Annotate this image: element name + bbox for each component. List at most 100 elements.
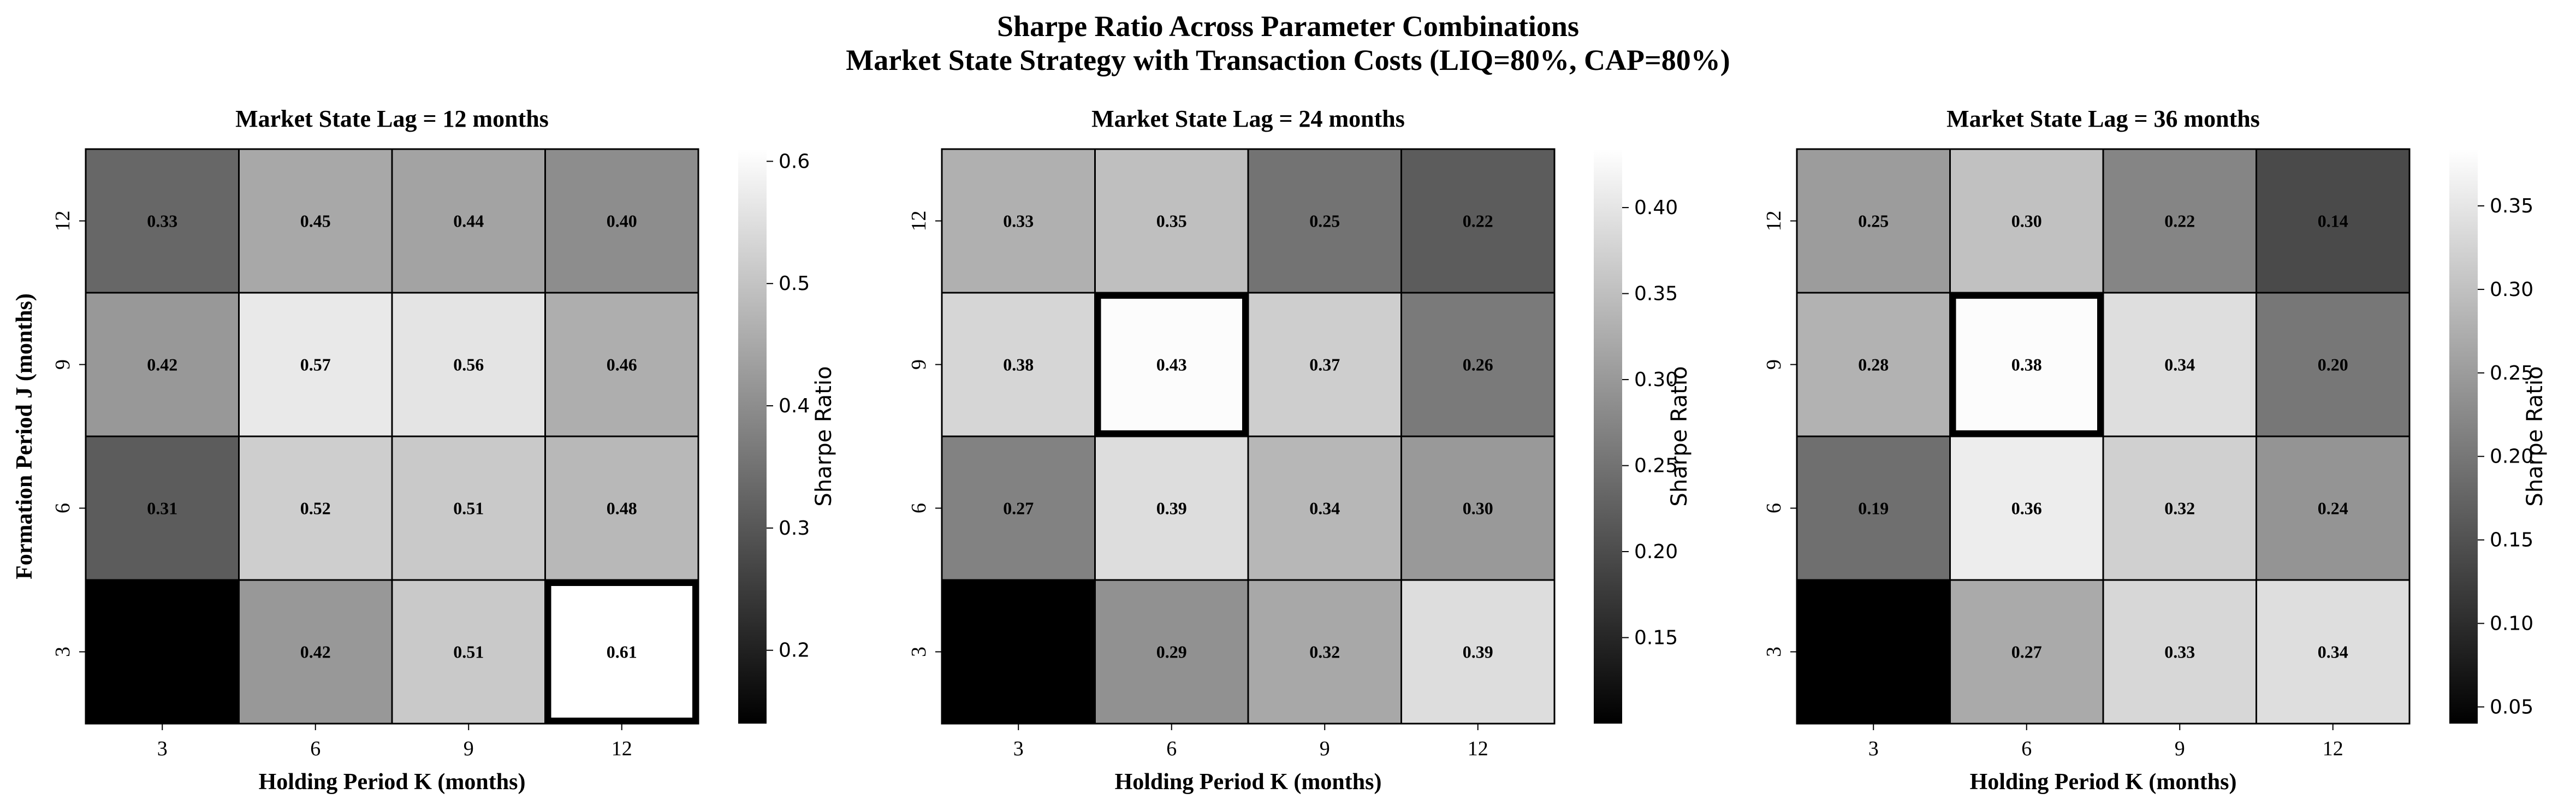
cell-value-label: 0.30 [1463, 499, 1493, 518]
panel-title: Market State Lag = 12 months [235, 105, 549, 132]
cell-value-label: 0.34 [2164, 355, 2195, 375]
cell-value-label: 0.14 [2318, 211, 2348, 231]
y-tick-label: 6 [907, 503, 930, 513]
x-axis-label: Holding Period K (months) [1970, 769, 2237, 795]
x-tick-label: 9 [1320, 737, 1330, 760]
panel-title: Market State Lag = 24 months [1091, 105, 1405, 132]
heatmap-cell [941, 435, 1096, 581]
colorbar-label: Sharpe Ratio [2522, 366, 2548, 506]
colorbar-tick-label: 0.25 [1634, 455, 1678, 477]
colorbar-tick-label: 0.35 [1634, 283, 1678, 305]
y-tick-label: 12 [51, 211, 74, 232]
colorbar-tick-label: 0.3 [779, 517, 810, 540]
cell-value-label: 0.33 [147, 211, 177, 231]
colorbar-label: Sharpe Ratio [1667, 366, 1692, 506]
x-tick-label: 12 [1468, 737, 1488, 760]
heatmap-cell [238, 579, 393, 725]
cell-value-label: 0.46 [607, 355, 637, 375]
x-tick-label: 12 [612, 737, 632, 760]
figure-title-line-1: Sharpe Ratio Across Parameter Combinatio… [997, 10, 1579, 43]
x-tick-label: 6 [310, 737, 320, 760]
heatmap-cell [85, 579, 240, 725]
cell-value-label: 0.32 [2164, 499, 2195, 518]
cell-value-label: 0.39 [1463, 642, 1493, 662]
cell-value-label: 0.35 [1156, 211, 1187, 231]
heatmap-cell [1247, 435, 1402, 581]
heatmap-cell [1400, 435, 1556, 581]
heatmap-cell [2256, 579, 2411, 725]
cell-value-label: 0.14 [147, 642, 177, 662]
x-tick-label: 3 [1013, 737, 1024, 760]
x-tick-label: 9 [464, 737, 474, 760]
heatmap-panel-2: Market State Lag = 24 months 0.33 0.35 0.25… [907, 105, 1692, 795]
heatmap-panel-3: Market State Lag = 36 months 0.25 0.30 0.22… [1762, 105, 2548, 795]
colorbar-tick-label: 0.30 [1634, 369, 1678, 391]
heatmap-cell [238, 148, 393, 294]
heatmap-cell [85, 148, 240, 294]
cell-value-label: 0.45 [300, 211, 331, 231]
colorbar-tick-label: 0.6 [779, 150, 810, 173]
cell-value-label: 0.10 [1003, 642, 1034, 662]
heatmap-cell [941, 579, 1096, 725]
heatmap-cell [1400, 292, 1556, 437]
cell-value-label: 0.30 [2011, 211, 2042, 231]
heatmap-cell [1400, 579, 1556, 725]
cell-value-label: 0.34 [1309, 499, 1340, 518]
y-tick-label: 9 [1762, 359, 1785, 370]
colorbar [1594, 149, 1622, 724]
colorbar-tick-label: 0.10 [2490, 613, 2533, 635]
heatmap-cell [391, 148, 546, 294]
colorbar-tick-label: 0.4 [779, 395, 810, 417]
x-axis-label: Holding Period K (months) [1115, 769, 1382, 795]
panel-title: Market State Lag = 36 months [1946, 105, 2260, 132]
cell-value-label: 0.29 [1156, 642, 1187, 662]
cell-value-label: 0.33 [1003, 211, 1034, 231]
cell-value-label: 0.25 [1309, 211, 1340, 231]
best-cell-highlight [1094, 292, 1249, 437]
figure-title-line-2: Market State Strategy with Transaction C… [846, 44, 1730, 76]
colorbar-tick-label: 0.20 [2490, 446, 2533, 468]
cell-value-label: 0.34 [2318, 642, 2348, 662]
heatmap-cell [1247, 292, 1402, 437]
heatmap-cell [2256, 292, 2411, 437]
heatmap-cell [238, 435, 393, 581]
cell-value-label: 0.37 [1309, 355, 1340, 375]
cell-value-label: 0.38 [2011, 355, 2042, 375]
heatmap-cell [85, 292, 240, 437]
cell-value-label: 0.38 [1003, 355, 1034, 375]
cell-value-label: 0.22 [1463, 211, 1493, 231]
cell-value-label: 0.43 [1156, 355, 1187, 375]
y-tick-label: 6 [1762, 503, 1785, 513]
heatmap-cell [1094, 148, 1249, 294]
colorbar-tick-label: 0.35 [2490, 195, 2533, 217]
heatmap-cell [941, 292, 1096, 437]
heatmap-cell [544, 435, 699, 581]
cell-value-label: 0.28 [1858, 355, 1889, 375]
cell-value-label: 0.51 [453, 499, 484, 518]
y-tick-label: 3 [1762, 647, 1785, 657]
y-tick-label: 3 [907, 647, 930, 657]
colorbar-label: Sharpe Ratio [811, 366, 836, 506]
cell-value-label: 0.51 [453, 642, 484, 662]
colorbar-tick-label: 0.25 [2490, 362, 2533, 384]
colorbar-tick-label: 0.15 [2490, 529, 2533, 552]
cell-value-label: 0.27 [1003, 499, 1034, 518]
heatmap-cell [2102, 435, 2257, 581]
heatmap-cell [544, 292, 699, 437]
cell-value-label: 0.40 [607, 211, 637, 231]
x-tick-label: 9 [2175, 737, 2185, 760]
heatmap-cell [238, 292, 393, 437]
heatmap-cell [1094, 435, 1249, 581]
y-tick-label: 9 [907, 359, 930, 370]
cell-value-label: 0.42 [300, 642, 331, 662]
y-tick-label: 12 [1762, 211, 1785, 232]
best-cell-highlight [1949, 292, 2104, 437]
heatmap-cell [1796, 579, 1951, 725]
colorbar-tick-label: 0.15 [1634, 627, 1678, 649]
y-axis-label: Formation Period J (months) [12, 293, 37, 579]
colorbar-tick-label: 0.2 [779, 640, 810, 662]
colorbar-tick-label: 0.30 [2490, 279, 2533, 301]
cell-value-label: 0.19 [1858, 499, 1889, 518]
